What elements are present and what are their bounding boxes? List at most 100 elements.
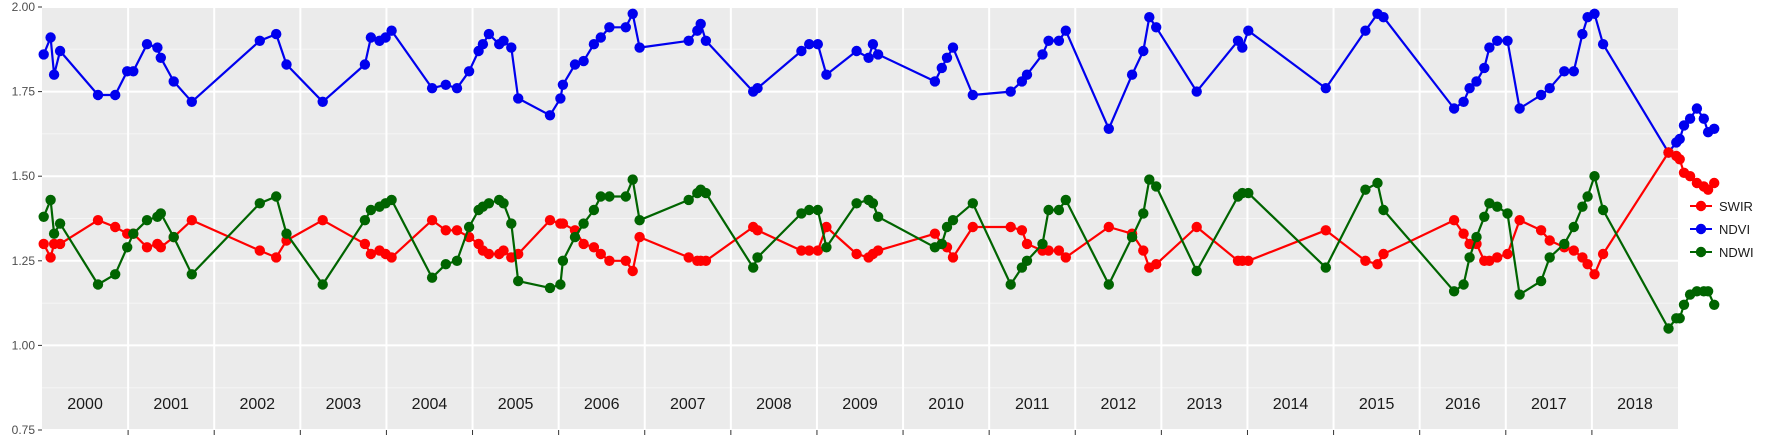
data-point-ndvi <box>1237 42 1248 53</box>
data-point-swir <box>683 252 694 263</box>
data-point-swir <box>1448 215 1460 226</box>
data-point-ndvi <box>365 32 377 43</box>
data-point-swir <box>1053 245 1065 256</box>
data-point-ndvi <box>1709 123 1720 134</box>
data-point-ndvi <box>155 52 166 63</box>
data-point-ndvi <box>941 52 953 63</box>
data-point-ndwi <box>1702 286 1714 297</box>
legend-label: SWIR <box>1719 199 1753 214</box>
legend-key-point <box>1695 246 1707 258</box>
data-point-swir <box>634 231 645 243</box>
data-point-ndwi <box>595 191 606 202</box>
data-point-swir <box>254 245 265 256</box>
data-point-ndvi <box>463 66 475 77</box>
data-point-ndvi <box>92 89 104 101</box>
y-tick-label: 1.50 <box>12 169 36 183</box>
data-point-ndwi <box>544 282 556 294</box>
data-point-ndvi <box>1674 133 1685 145</box>
year-label: 2002 <box>239 396 275 413</box>
data-point-swir <box>700 255 712 266</box>
year-label: 2012 <box>1101 396 1137 413</box>
data-point-ndvi <box>38 49 49 60</box>
data-point-swir <box>141 242 153 253</box>
year-label: 2017 <box>1531 396 1567 413</box>
data-point-ndwi <box>271 191 282 202</box>
data-point-ndvi <box>317 96 328 108</box>
year-label: 2010 <box>928 396 964 413</box>
y-tick-label: 0.75 <box>12 423 36 437</box>
year-label: 2015 <box>1359 396 1395 413</box>
data-point-ndwi <box>122 242 133 253</box>
data-point-ndwi <box>683 194 694 206</box>
data-point-swir <box>1005 221 1016 233</box>
data-point-ndvi <box>1144 12 1155 23</box>
legend: SWIR NDVI NDWI <box>1690 199 1754 260</box>
data-point-ndwi <box>936 238 947 250</box>
data-point-ndwi <box>1043 204 1054 216</box>
data-point-swir <box>1021 238 1033 250</box>
data-point-ndwi <box>168 231 179 243</box>
data-point-ndwi <box>365 204 377 216</box>
data-point-ndvi <box>1535 89 1547 101</box>
data-point-ndwi <box>1471 231 1482 243</box>
data-point-ndvi <box>1678 120 1690 131</box>
data-point-swir <box>155 242 166 253</box>
data-point-swir <box>451 225 463 236</box>
data-point-ndvi <box>271 28 282 40</box>
data-point-swir <box>92 215 104 226</box>
data-point-ndwi <box>155 208 166 219</box>
data-point-ndwi <box>1479 211 1490 222</box>
data-point-swir <box>1320 225 1332 236</box>
data-point-swir <box>1663 147 1674 158</box>
data-point-ndvi <box>1458 96 1469 108</box>
year-labels: 2000 2001 2002 2003 2004 2005 2006 2007 2008 2009… <box>67 396 1653 413</box>
data-point-ndvi <box>110 89 121 101</box>
data-point-swir <box>365 248 377 260</box>
data-point-ndvi <box>867 39 879 50</box>
data-point-ndvi <box>1126 69 1138 80</box>
data-point-ndwi <box>1544 252 1555 263</box>
data-point-swir <box>110 221 121 233</box>
data-point-ndwi <box>1663 323 1674 334</box>
data-point-swir <box>1043 245 1054 256</box>
data-point-ndwi <box>588 204 600 216</box>
data-point-ndvi <box>627 8 638 19</box>
data-point-ndwi <box>812 204 823 216</box>
data-point-swir <box>1492 252 1503 263</box>
y-tick-label: 2.00 <box>12 0 36 14</box>
data-point-swir <box>1544 235 1555 246</box>
data-point-ndwi <box>752 252 763 263</box>
data-point-ndvi <box>152 42 163 53</box>
data-point-swir <box>872 245 884 256</box>
data-point-swir <box>627 265 638 277</box>
data-point-ndvi <box>281 59 292 70</box>
data-point-ndwi <box>1144 174 1155 185</box>
data-point-swir <box>1535 225 1547 236</box>
data-point-ndvi <box>695 18 706 30</box>
data-point-ndvi <box>1577 28 1588 40</box>
data-point-ndwi <box>1243 187 1254 199</box>
legend-item-ndwi: NDWI <box>1690 245 1754 260</box>
data-point-ndwi <box>1021 255 1033 266</box>
year-label: 2009 <box>842 396 878 413</box>
data-point-swir <box>578 238 589 250</box>
data-point-ndwi <box>700 187 712 199</box>
data-point-ndvi <box>426 83 438 94</box>
data-point-ndwi <box>186 269 197 280</box>
data-point-ndwi <box>872 211 884 222</box>
data-point-ndwi <box>1597 204 1609 216</box>
data-point-ndwi <box>1559 238 1570 250</box>
data-point-swir <box>1484 255 1495 266</box>
data-point-ndvi <box>1448 103 1460 114</box>
year-label: 2001 <box>153 396 189 413</box>
data-point-ndvi <box>634 42 645 53</box>
data-point-ndvi <box>386 25 397 36</box>
data-point-ndvi <box>1005 86 1016 97</box>
data-point-ndwi <box>48 228 60 239</box>
data-point-ndwi <box>1103 279 1115 290</box>
data-point-ndvi <box>1684 113 1696 124</box>
data-point-ndvi <box>683 35 694 46</box>
year-label: 2007 <box>670 396 706 413</box>
data-point-ndvi <box>1151 22 1162 33</box>
data-point-ndvi <box>1191 86 1202 97</box>
